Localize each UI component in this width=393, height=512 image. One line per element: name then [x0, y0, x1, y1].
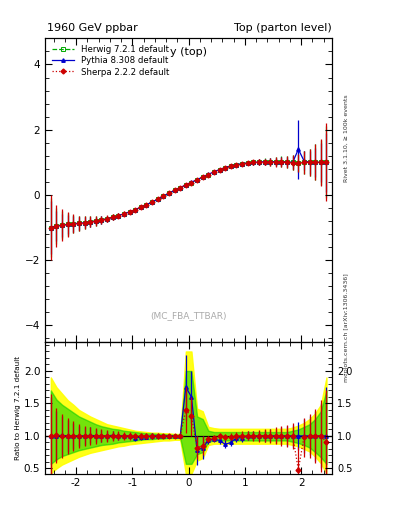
Text: mcplots.cern.ch [arXiv:1306.3436]: mcplots.cern.ch [arXiv:1306.3436]: [344, 273, 349, 382]
Legend: Herwig 7.2.1 default, Pythia 8.308 default, Sherpa 2.2.2 default: Herwig 7.2.1 default, Pythia 8.308 defau…: [50, 42, 171, 79]
Text: Rivet 3.1.10, ≥ 100k events: Rivet 3.1.10, ≥ 100k events: [344, 94, 349, 182]
Text: y (top): y (top): [170, 48, 207, 57]
Text: Top (parton level): Top (parton level): [234, 23, 332, 33]
Text: 1960 GeV ppbar: 1960 GeV ppbar: [47, 23, 138, 33]
Text: (MC_FBA_TTBAR): (MC_FBA_TTBAR): [151, 311, 227, 321]
Y-axis label: Ratio to Herwig 7.2.1 default: Ratio to Herwig 7.2.1 default: [15, 356, 21, 460]
